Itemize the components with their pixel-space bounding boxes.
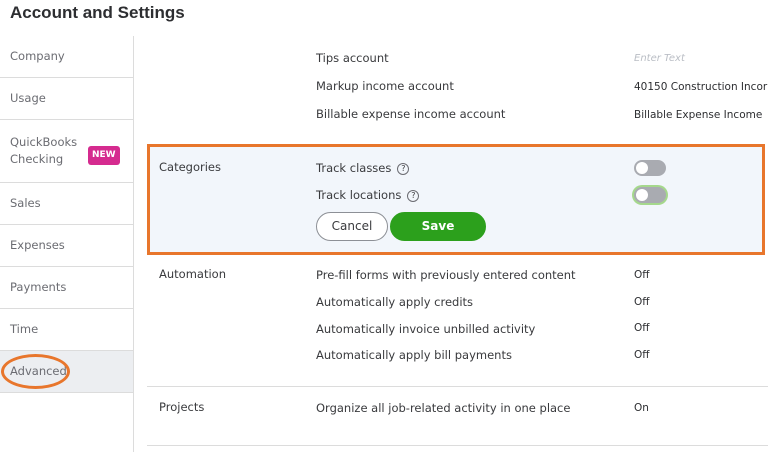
automation-row-value: Off <box>634 296 650 308</box>
sidebar: Company Usage QuickBooks Checking NEW Sal… <box>0 36 134 452</box>
divider <box>147 445 768 446</box>
divider <box>147 386 768 387</box>
sidebar-item-expenses[interactable]: Expenses <box>0 225 133 267</box>
sidebar-item-label: Company <box>10 49 65 63</box>
save-button[interactable]: Save <box>390 212 486 241</box>
sidebar-item-advanced[interactable]: Advanced <box>0 351 133 393</box>
sidebar-item-payments[interactable]: Payments <box>0 267 133 309</box>
sidebar-item-label: Time <box>10 322 39 336</box>
automation-row-value: Off <box>634 269 650 281</box>
track-classes-text: Track classes <box>316 161 392 175</box>
sidebar-item-usage[interactable]: Usage <box>0 78 133 120</box>
track-locations-label: Track locations? <box>316 188 420 202</box>
sidebar-item-quickbooks-checking[interactable]: QuickBooks Checking NEW <box>0 120 133 183</box>
sidebar-item-time[interactable]: Time <box>0 309 133 351</box>
automation-row-label: Automatically apply credits <box>316 295 474 309</box>
page-title: Account and Settings <box>10 3 185 22</box>
help-icon[interactable]: ? <box>407 189 420 202</box>
automation-row-label: Pre-fill forms with previously entered c… <box>316 268 576 282</box>
tips-account-input[interactable]: Enter Text <box>634 53 685 64</box>
automation-row-value: Off <box>634 349 650 361</box>
highlight-ellipse <box>1 354 70 389</box>
help-icon[interactable]: ? <box>397 162 410 175</box>
new-badge: NEW <box>88 146 120 165</box>
track-locations-text: Track locations <box>316 188 402 202</box>
tips-account-label: Tips account <box>316 51 389 65</box>
billable-expense-value[interactable]: Billable Expense Income <box>634 109 763 121</box>
sidebar-item-label: Payments <box>10 280 67 294</box>
track-locations-toggle[interactable] <box>634 187 666 203</box>
sidebar-item-label: QuickBooks Checking <box>10 135 78 166</box>
billable-expense-label: Billable expense income account <box>316 107 506 121</box>
projects-row-value: On <box>634 402 649 414</box>
cancel-button[interactable]: Cancel <box>316 212 388 241</box>
projects-row-label: Organize all job-related activity in one… <box>316 401 571 415</box>
sidebar-item-sales[interactable]: Sales <box>0 183 133 225</box>
automation-row-label: Automatically invoice unbilled activity <box>316 322 536 336</box>
sidebar-item-label: Sales <box>10 196 41 210</box>
sidebar-item-label: Usage <box>10 91 46 105</box>
projects-label: Projects <box>159 400 205 414</box>
track-classes-label: Track classes? <box>316 161 410 175</box>
sidebar-item-company[interactable]: Company <box>0 36 133 78</box>
automation-row-value: Off <box>634 322 650 334</box>
automation-row-label: Automatically apply bill payments <box>316 348 512 362</box>
sidebar-item-label: Expenses <box>10 238 65 252</box>
automation-label: Automation <box>159 267 226 281</box>
categories-label: Categories <box>159 160 221 174</box>
track-classes-toggle[interactable] <box>634 160 666 176</box>
markup-income-value[interactable]: 40150 Construction Incor <box>634 81 768 93</box>
markup-income-label: Markup income account <box>316 79 454 93</box>
